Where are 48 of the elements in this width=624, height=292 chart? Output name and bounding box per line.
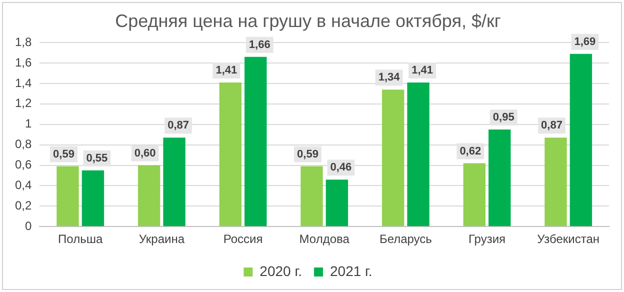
y-tick-label: 1,8 (14, 34, 32, 49)
y-tick-label: 1,2 (14, 96, 32, 110)
bar (544, 138, 567, 226)
data-label: 1,41 (412, 64, 433, 76)
bar (82, 170, 104, 226)
bar (163, 138, 186, 226)
data-label: 0,60 (134, 147, 156, 160)
data-label: 1,41 (216, 64, 238, 76)
x-tick-label: Узбекистан (537, 232, 600, 246)
x-tick-label: Беларусь (379, 232, 432, 246)
y-tick-label: 1,6 (14, 55, 32, 70)
legend-label: 2020 г. (260, 262, 302, 279)
y-tick-label: 0,6 (14, 158, 32, 172)
bar (463, 163, 486, 226)
bar (300, 166, 323, 226)
data-label: 1,34 (378, 72, 401, 84)
bar (382, 90, 404, 226)
bar (244, 56, 267, 226)
y-tick-label: 1 (24, 116, 32, 131)
y-tick-label: 0,4 (14, 178, 32, 192)
data-label: 0,59 (297, 148, 318, 160)
data-label: 0,59 (53, 148, 74, 160)
bar (326, 180, 348, 226)
bar (488, 129, 511, 226)
x-tick-label: Украина (138, 232, 185, 246)
x-tick-label: Грузия (468, 232, 506, 246)
data-label: 0,55 (86, 152, 108, 164)
data-label: 1,66 (248, 38, 270, 51)
data-label: 0,62 (460, 145, 482, 158)
y-tick-label: 0,2 (14, 198, 32, 212)
bar (407, 82, 430, 226)
bar (56, 166, 79, 226)
bar (570, 54, 592, 226)
x-tick-label: Россия (223, 232, 263, 246)
y-tick-label: 0 (24, 218, 32, 233)
bar (219, 82, 242, 226)
data-label: 0,87 (541, 120, 562, 132)
data-label: 0,87 (168, 120, 189, 132)
y-tick-label: 1,4 (14, 76, 32, 90)
x-tick-label: Польша (58, 232, 103, 246)
legend-label: 2021 г. (330, 262, 372, 279)
bar (138, 165, 160, 226)
data-label: 0,46 (330, 162, 352, 174)
data-label: 0,95 (492, 112, 514, 124)
y-tick-label: 0,8 (14, 137, 32, 152)
chart-title: Средняя цена на грушу в начале октября, $/кг (115, 10, 502, 31)
x-tick-label: Молдова (299, 232, 350, 246)
data-label: 1,69 (574, 36, 596, 48)
